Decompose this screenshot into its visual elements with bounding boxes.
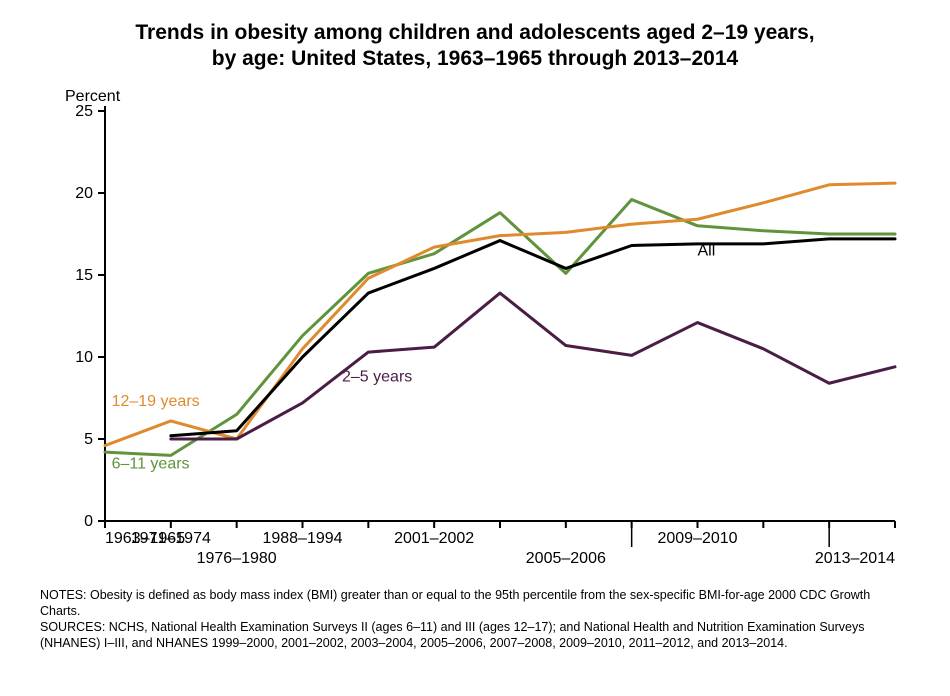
svg-text:10: 10 — [75, 349, 93, 366]
series-6–11 years — [105, 199, 895, 455]
title-line-1: Trends in obesity among children and ado… — [135, 21, 814, 44]
notes-line: NOTES: Obesity is defined as body mass i… — [40, 587, 910, 620]
line-chart-svg: 0510152025Percent1963–19651971–19741976–… — [35, 81, 915, 581]
svg-text:5: 5 — [84, 431, 93, 448]
series-12–19 years — [105, 183, 895, 445]
series-label: 12–19 years — [112, 393, 200, 410]
series-label: All — [698, 242, 716, 259]
chart-area: 0510152025Percent1963–19651971–19741976–… — [35, 81, 915, 581]
svg-text:Percent: Percent — [65, 88, 121, 105]
series-label: 2–5 years — [342, 368, 412, 385]
svg-text:20: 20 — [75, 185, 93, 202]
series-label: 6–11 years — [112, 455, 190, 472]
chart-title: Trends in obesity among children and ado… — [55, 20, 895, 73]
svg-text:2009–2010: 2009–2010 — [657, 530, 737, 547]
notes-block: NOTES: Obesity is defined as body mass i… — [40, 587, 910, 652]
chart-page: Trends in obesity among children and ado… — [0, 0, 950, 696]
sources-line: SOURCES: NCHS, National Health Examinati… — [40, 619, 910, 652]
svg-text:1971–1974: 1971–1974 — [131, 530, 211, 547]
svg-text:15: 15 — [75, 267, 93, 284]
svg-text:0: 0 — [84, 513, 93, 530]
svg-text:2013–2014: 2013–2014 — [815, 550, 895, 567]
series-All — [171, 238, 895, 435]
svg-text:25: 25 — [75, 103, 93, 120]
svg-text:2005–2006: 2005–2006 — [526, 550, 606, 567]
series-2–5 years — [171, 293, 895, 439]
svg-text:1988–1994: 1988–1994 — [262, 530, 342, 547]
svg-text:1976–1980: 1976–1980 — [197, 550, 277, 567]
svg-text:2001–2002: 2001–2002 — [394, 530, 474, 547]
title-line-2: by age: United States, 1963–1965 through… — [212, 47, 738, 70]
